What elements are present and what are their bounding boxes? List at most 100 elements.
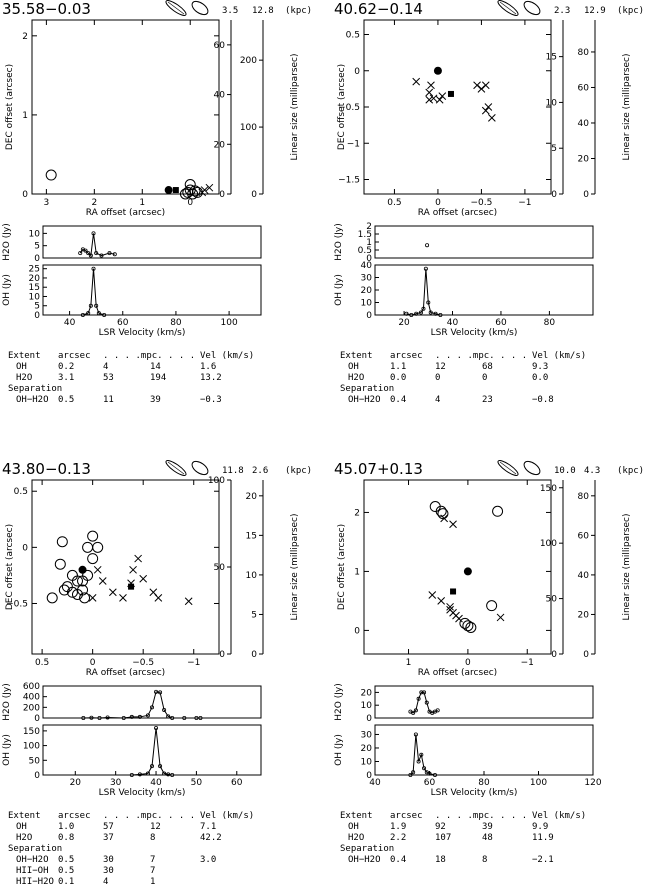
spec-y-tick-label: 20: [361, 688, 373, 698]
h2o_spectrum-frame: [42, 685, 262, 719]
hii-filled-circle: [78, 565, 87, 574]
beam-ellipse-oh: [165, 460, 187, 476]
y-tick-label: 0: [22, 190, 28, 200]
hii-filled-circle: [433, 66, 442, 75]
table-cell: 1.1: [390, 362, 406, 372]
spec-xlabel: LSR Velocity (km/s): [99, 328, 186, 338]
cross-stroke: [484, 103, 493, 111]
distance-unit: (kpc): [617, 6, 644, 16]
table-cell: HII−H2O: [16, 877, 54, 887]
distance-far: 12.8: [252, 6, 274, 16]
beam-ellipse-oh: [165, 0, 187, 16]
h2o_spectrum-point: [149, 705, 154, 710]
oh_spectrum-frame: [42, 724, 262, 776]
filled-square: [128, 583, 135, 590]
cross-stroke: [428, 591, 437, 599]
h2o_spectrum-point: [81, 716, 86, 721]
spec-x-tick-label: 60: [117, 318, 129, 328]
oh_spectrum-frame: [374, 264, 594, 316]
table-cell: 14: [150, 362, 161, 372]
cross-stroke: [437, 597, 446, 605]
y-tick-label: 0.5: [14, 487, 28, 497]
table-header: . . . .mpc. . . .: [103, 811, 195, 821]
cross-stroke: [449, 520, 457, 529]
table-cell: 0.1: [58, 877, 74, 887]
h2o_spectrum-point: [416, 696, 421, 701]
h2o-maser-cross: [428, 591, 437, 599]
y-tick-label: 2: [354, 508, 360, 518]
table-header: Extent: [8, 351, 41, 361]
x-tick-label: 0: [90, 658, 96, 668]
h2o_spectrum-point: [411, 710, 416, 715]
oh_spectrum-point: [419, 310, 424, 315]
oh_spectrum-point: [438, 312, 443, 317]
table-cell: 3.1: [58, 373, 74, 383]
cross-stroke: [88, 594, 97, 602]
table-cell: 7.1: [200, 822, 216, 832]
map-frame: [31, 19, 220, 195]
oh_spectrum-point: [86, 311, 91, 316]
table-header: arcsec: [58, 351, 91, 361]
h2o-maser-cross: [435, 95, 444, 104]
oh_spectrum-point: [419, 752, 424, 757]
table-cell: OH: [348, 362, 359, 372]
spec-y-tick-label: 40: [361, 261, 373, 271]
beam-ellipse-h2o: [523, 460, 541, 476]
spec-x-tick-label: 20: [70, 778, 82, 788]
spec-x-tick-label: 40: [150, 778, 162, 788]
oh-maser-circle: [82, 541, 94, 553]
table-cell: 39: [482, 822, 493, 832]
secondary-tick-label: 60: [578, 83, 590, 93]
table-cell: 42.2: [200, 833, 222, 843]
cross-stroke: [184, 597, 193, 606]
x-tick-label: −0.5: [132, 658, 154, 668]
cross-stroke: [119, 594, 127, 602]
table-cell: 68: [482, 362, 493, 372]
h2o-maser-cross: [473, 81, 481, 90]
oh-maser-circle: [462, 620, 474, 632]
spec-x-tick-label: 80: [544, 318, 556, 328]
h2o_spectrum-point: [78, 251, 83, 256]
h2o-maser-cross: [477, 85, 486, 93]
oh_spectrum-point: [423, 266, 428, 271]
table-cell: OH−H2O: [348, 395, 381, 405]
oh_spectrum-point: [408, 773, 413, 778]
spec-y-tick-label: 10: [29, 292, 41, 302]
spec-x-tick-label: 50: [191, 778, 203, 788]
cross-stroke: [109, 588, 117, 597]
table-cell: 3.0: [200, 855, 216, 865]
beam-hatch: [499, 1, 517, 15]
oh_spectrum-point: [433, 311, 438, 316]
oh-maser-circle: [486, 600, 498, 612]
oh-maser-circle: [435, 505, 447, 517]
h2o_spectrum-frame: [374, 685, 594, 719]
x-tick-label: 0.5: [35, 658, 49, 668]
oh-maser-circle: [45, 169, 57, 181]
beam-hatch: [167, 1, 185, 15]
y-tick-label: −0.5: [338, 103, 360, 113]
h2o_spectrum-point: [422, 690, 427, 695]
table-cell: 12: [150, 822, 161, 832]
h2o_spectrum-line: [83, 691, 201, 719]
beam-ellipse-h2o: [523, 0, 541, 16]
secondary-tick-label: 60: [214, 41, 226, 51]
table-header: arcsec: [58, 811, 91, 821]
oh_spectrum-point: [428, 310, 433, 315]
h2o_spectrum-point: [424, 700, 429, 705]
secondary-tick-label: 10: [546, 98, 558, 108]
distance-far: 12.9: [584, 6, 606, 16]
h2o-maser-cross: [449, 520, 457, 529]
x-tick-label: 0: [435, 198, 441, 208]
secondary-tick-label: 15: [246, 531, 257, 541]
beam-ellipse-oh: [497, 460, 519, 476]
secondary-tick-label: 0: [551, 650, 557, 660]
spec-y-tick-label: 0: [34, 254, 40, 264]
cross-stroke: [154, 594, 163, 602]
oh-maser-circle: [87, 553, 99, 565]
hii-filled-circle: [164, 186, 173, 195]
table-cell: 0.0: [532, 373, 548, 383]
panel-title: 45.07+0.13: [334, 460, 423, 478]
table-cell: 53: [103, 373, 114, 383]
y-tick-label: 0: [354, 626, 360, 636]
cross-stroke: [435, 95, 444, 104]
